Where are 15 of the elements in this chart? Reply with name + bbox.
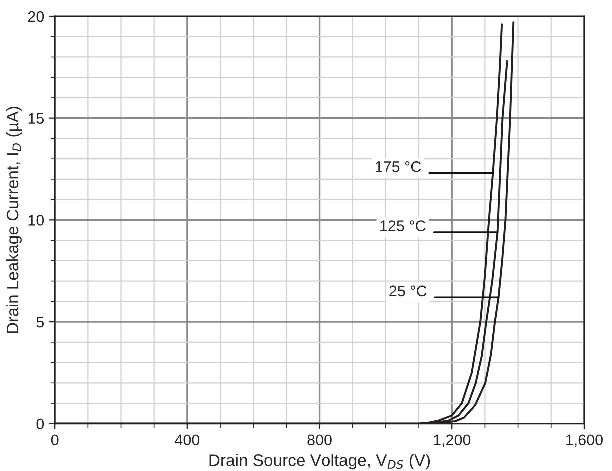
x-tick-label: 1,200 <box>434 434 471 448</box>
y-tick-label: 15 <box>28 113 44 124</box>
x-tick-label: 400 <box>175 434 200 446</box>
annotation: 25 °C <box>390 286 427 297</box>
x-tick-label: 800 <box>308 434 332 446</box>
annotation: 175 °C <box>376 162 422 172</box>
annotation: 125 °C <box>380 220 426 232</box>
y-tick-label: 10 <box>28 215 44 226</box>
y-tick-label: 0 <box>36 418 44 430</box>
x-tick-label: 1,600 <box>566 434 603 448</box>
x-axis-title: Drain Source Voltage, V$_{DS}$ (V) <box>210 454 430 470</box>
y-axis-title: Drain Leakage Current, I$_{D}$ (µA) <box>6 107 22 334</box>
y-tick-label: 5 <box>36 317 44 328</box>
x-tick-label: 0 <box>51 434 59 446</box>
y-tick-label: 20 <box>28 11 44 22</box>
